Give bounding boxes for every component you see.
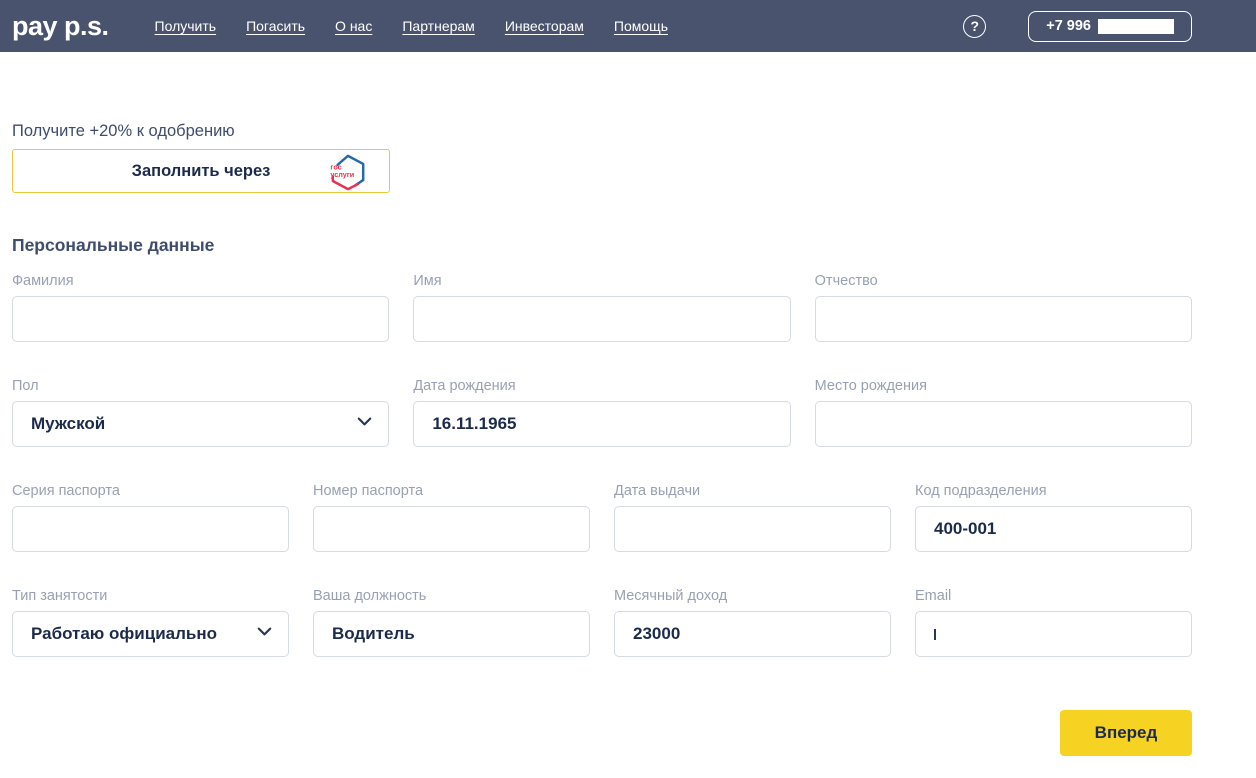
gosuslugi-button-label: Заполнить через <box>131 161 271 180</box>
forward-button[interactable]: Вперед <box>1060 710 1192 756</box>
gender-selected-value: Мужской <box>31 414 106 433</box>
field-gender: Пол Мужской <box>12 378 390 447</box>
field-division-code: Код подразделения <box>915 483 1192 552</box>
employment-type-select[interactable]: Работаю официально <box>12 611 289 657</box>
first-name-input[interactable] <box>413 296 791 342</box>
issue-date-input[interactable] <box>614 506 891 552</box>
birth-date-label: Дата рождения <box>413 378 516 394</box>
field-birth-place: Место рождения <box>814 378 1192 447</box>
birth-date-input[interactable] <box>413 401 791 447</box>
monthly-income-label: Месячный доход <box>614 588 728 604</box>
text-caret <box>934 629 936 640</box>
nav-link-o-nas[interactable]: О нас <box>335 18 373 34</box>
field-last-name: Фамилия <box>12 273 390 342</box>
form-row-birth: Пол Мужской Дата рождения Место рождения <box>12 378 1192 447</box>
gender-label: Пол <box>12 378 39 394</box>
form-row-passport: Серия паспорта Номер паспорта Дата выдач… <box>12 483 1192 552</box>
passport-number-input[interactable] <box>313 506 590 552</box>
svg-text:гос: гос <box>330 163 341 172</box>
nav-link-pomosch[interactable]: Помощь <box>613 18 668 34</box>
phone-button[interactable]: +7 996 <box>1028 10 1192 42</box>
field-birth-date: Дата рождения <box>413 378 791 447</box>
passport-series-input[interactable] <box>12 506 289 552</box>
email-label: Email <box>915 588 952 604</box>
main-nav: Получить Погасить О нас Партнерам Инвест… <box>155 18 668 34</box>
middle-name-label: Отчество <box>814 273 878 289</box>
nav-link-poluchit[interactable]: Получить <box>154 18 217 34</box>
field-issue-date: Дата выдачи <box>614 483 891 552</box>
nav-link-investoram[interactable]: Инвесторам <box>504 18 584 34</box>
employment-type-selected-value: Работаю официально <box>31 624 218 643</box>
monthly-income-input[interactable] <box>614 611 891 657</box>
chevron-down-icon <box>355 412 374 436</box>
division-code-input[interactable] <box>915 506 1192 552</box>
birth-place-label: Место рождения <box>814 378 927 394</box>
passport-number-label: Номер паспорта <box>313 483 424 499</box>
gender-select[interactable]: Мужской <box>12 401 390 447</box>
form-row-name: Фамилия Имя Отчество <box>12 273 1192 342</box>
promo-heading: Получите +20% к одобрению <box>12 122 235 140</box>
job-title-label: Ваша должность <box>313 588 427 604</box>
field-monthly-income: Месячный доход <box>614 588 891 657</box>
field-job-title: Ваша должность <box>313 588 590 657</box>
birth-place-input[interactable] <box>814 401 1192 447</box>
field-email: Email <box>915 588 1192 657</box>
job-title-input[interactable] <box>313 611 590 657</box>
svg-text:услуги: услуги <box>330 170 354 179</box>
last-name-label: Фамилия <box>12 273 74 289</box>
last-name-input[interactable] <box>12 296 390 342</box>
gosuslugi-icon: гос услуги <box>329 153 367 194</box>
middle-name-input[interactable] <box>814 296 1192 342</box>
section-title-personal-data: Персональные данные <box>12 235 215 255</box>
chevron-down-icon <box>255 622 274 646</box>
payps-logo[interactable]: pay p.s. <box>12 10 109 41</box>
issue-date-label: Дата выдачи <box>614 483 701 499</box>
help-icon[interactable]: ? <box>963 14 987 38</box>
navbar: pay p.s. Получить Погасить О нас Партнер… <box>0 0 1256 52</box>
nav-link-pogasit[interactable]: Погасить <box>246 18 306 34</box>
form-row-employment: Тип занятости Работаю официально Ваша до… <box>12 588 1192 657</box>
field-employment-type: Тип занятости Работаю официально <box>12 588 289 657</box>
main-content: Получите +20% к одобрению Заполнить чере… <box>0 122 1192 756</box>
employment-type-label: Тип занятости <box>12 588 108 604</box>
field-middle-name: Отчество <box>814 273 1192 342</box>
first-name-label: Имя <box>413 273 442 289</box>
field-passport-series: Серия паспорта <box>12 483 289 552</box>
nav-link-partneram[interactable]: Партнерам <box>402 18 475 34</box>
email-input[interactable] <box>915 611 1192 657</box>
passport-series-label: Серия паспорта <box>12 483 120 499</box>
navbar-right: ? +7 996 <box>963 10 1192 42</box>
field-passport-number: Номер паспорта <box>313 483 590 552</box>
field-first-name: Имя <box>413 273 791 342</box>
phone-number-visible: +7 996 <box>1046 18 1091 34</box>
phone-redacted-block <box>1098 18 1174 34</box>
division-code-label: Код подразделения <box>915 483 1047 499</box>
fill-via-gosuslugi-button[interactable]: Заполнить через гос услуги <box>12 149 390 193</box>
